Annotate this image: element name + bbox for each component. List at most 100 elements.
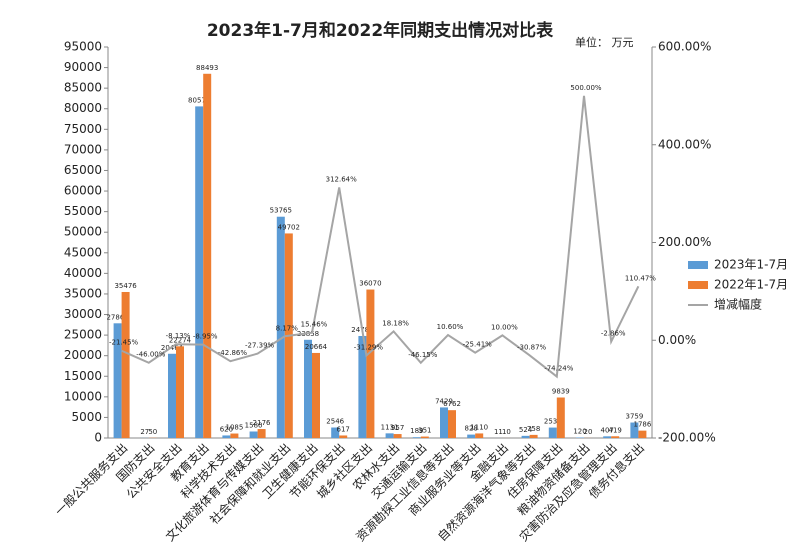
bar xyxy=(448,410,456,438)
y-tick-label: 60000 xyxy=(64,184,102,198)
bar xyxy=(630,422,639,438)
bar xyxy=(312,352,320,438)
bar-value-label: 27868 xyxy=(106,313,128,321)
bar-value-label: 407 xyxy=(601,426,614,434)
y2-tick-label: -200.00% xyxy=(658,431,716,445)
bar-value-label: 620 xyxy=(220,425,233,433)
legend-label: 2023年1-7月 xyxy=(714,258,788,272)
bar-value-label: 36070 xyxy=(359,280,381,288)
bar xyxy=(276,216,285,438)
y-tick-label: 85000 xyxy=(64,81,102,95)
bar-value-label: 1085 xyxy=(225,424,243,432)
line-value-label: -27.39% xyxy=(245,342,275,350)
bar-value-label: 828 xyxy=(465,425,478,433)
bar xyxy=(385,433,394,438)
bar xyxy=(475,433,484,438)
bar xyxy=(222,435,231,438)
bar-value-label: 80570 xyxy=(188,96,210,104)
y2-tick-label: 400.00% xyxy=(658,137,711,151)
line-value-label: -42.86% xyxy=(218,349,248,357)
bar-value-label: 1131 xyxy=(381,423,399,431)
line-value-label: -8.95% xyxy=(193,333,218,341)
bar xyxy=(548,427,557,438)
bar-value-label: 120 xyxy=(573,428,586,436)
bar-value-label: 20664 xyxy=(305,343,328,351)
line-value-label: -46.15% xyxy=(408,351,438,359)
line-value-label: -46.00% xyxy=(136,351,166,359)
y-tick-label: 90000 xyxy=(64,60,102,74)
y-tick-label: 50000 xyxy=(64,225,102,239)
bar-value-label: 524 xyxy=(519,426,533,434)
bar-value-label: 1786 xyxy=(633,421,651,429)
bar-value-label: 1110 xyxy=(470,423,488,431)
bar-value-label: 2176 xyxy=(253,419,271,427)
bar xyxy=(195,106,204,438)
bar xyxy=(420,436,429,438)
bar xyxy=(412,437,421,438)
y-tick-label: 20000 xyxy=(64,348,102,362)
line-value-label: -25.41% xyxy=(463,341,493,349)
line-value-label: 500.00% xyxy=(570,84,601,92)
bar-value-label: 88493 xyxy=(196,64,218,72)
legend-label: 增减幅度 xyxy=(714,297,762,312)
bar-value-label: 2535 xyxy=(544,418,562,426)
bar-value-label: 351 xyxy=(418,427,431,435)
bar xyxy=(203,73,212,439)
bar xyxy=(638,430,647,438)
legend-swatch xyxy=(688,281,708,289)
line-value-label: 18.18% xyxy=(382,319,409,327)
y-tick-label: 95000 xyxy=(64,40,102,54)
line-value-label: 110.47% xyxy=(625,274,656,282)
bar xyxy=(467,434,476,438)
legend-swatch xyxy=(688,261,708,269)
y-tick-label: 65000 xyxy=(64,163,102,177)
y-tick-label: 55000 xyxy=(64,204,102,218)
bar-value-label: 50 xyxy=(148,428,157,436)
bar xyxy=(393,434,402,438)
line-value-label: 15.46% xyxy=(301,321,328,329)
y-tick-label: 70000 xyxy=(64,142,102,156)
bar xyxy=(556,397,565,438)
bar-value-label: 10 xyxy=(502,428,511,436)
bar xyxy=(168,353,176,438)
bar-value-label: 617 xyxy=(337,425,350,433)
bar xyxy=(366,289,375,438)
bar-value-label: 189 xyxy=(410,427,423,435)
bar-value-label: 27 xyxy=(140,428,149,436)
bar xyxy=(611,436,620,438)
y-tick-label: 80000 xyxy=(64,101,102,115)
bar xyxy=(603,436,612,438)
bar-value-label: 35476 xyxy=(114,282,137,290)
bar xyxy=(529,434,538,438)
line-value-label: 8.17% xyxy=(276,324,299,332)
bar-value-label: 6762 xyxy=(443,400,461,408)
line-value-label: 10.00% xyxy=(491,323,518,331)
bar xyxy=(230,433,239,438)
line-value-label: -8.13% xyxy=(166,332,191,340)
bar xyxy=(339,435,348,438)
line-value-label: -2.86% xyxy=(601,330,626,338)
bar-value-label: 1580 xyxy=(245,421,263,429)
bar-value-label: 3759 xyxy=(625,413,643,421)
line-value-label: -30.87% xyxy=(517,343,547,351)
y-tick-label: 75000 xyxy=(64,122,102,136)
bar-value-label: 2546 xyxy=(326,418,344,426)
line-value-label: 10.60% xyxy=(437,323,464,331)
bar-value-label: 53765 xyxy=(270,207,292,215)
bar xyxy=(249,431,258,438)
y-tick-label: 40000 xyxy=(64,266,102,280)
bar xyxy=(121,291,130,438)
y-tick-label: 25000 xyxy=(64,328,102,342)
bar-value-label: 11 xyxy=(494,428,503,436)
bar xyxy=(257,429,266,438)
y-tick-label: 0 xyxy=(94,431,102,445)
line-value-label: -21.45% xyxy=(109,339,139,347)
legend-label: 2022年1-7月 xyxy=(714,278,788,292)
y2-tick-label: 0.00% xyxy=(658,333,696,347)
y2-tick-label: 600.00% xyxy=(658,40,711,54)
bar xyxy=(176,346,184,438)
bar xyxy=(113,323,122,438)
bar xyxy=(521,435,530,438)
line-value-label: -31.29% xyxy=(354,344,384,352)
